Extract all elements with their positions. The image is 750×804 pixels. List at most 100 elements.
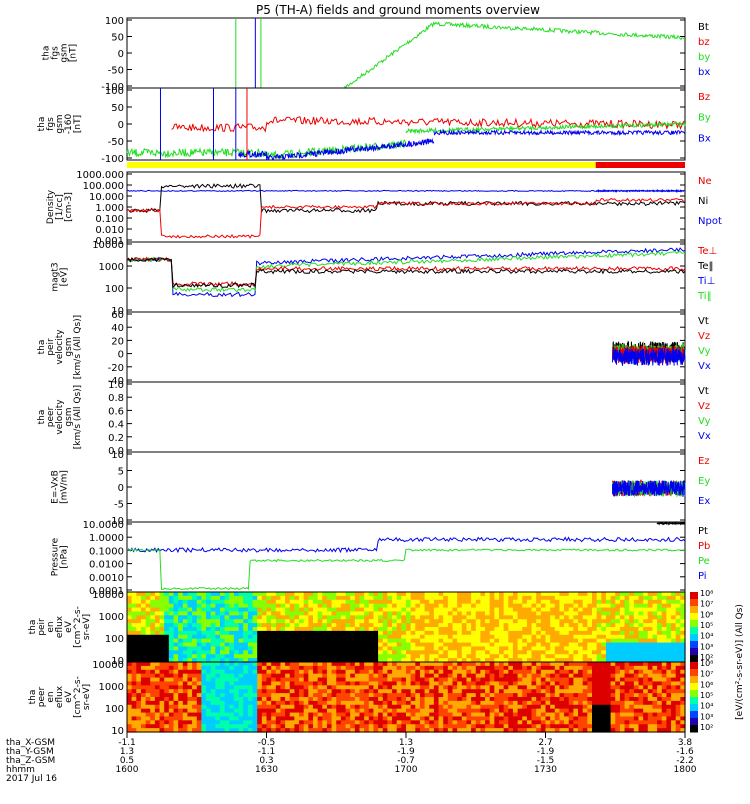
spectrogram-cell bbox=[308, 599, 314, 605]
spectrogram-cell bbox=[336, 638, 342, 644]
spectrogram-cell bbox=[517, 673, 523, 679]
spectrogram-cell bbox=[587, 611, 593, 616]
spectrogram-cell bbox=[680, 669, 686, 675]
spectrogram-cell bbox=[252, 673, 258, 679]
spectrogram-cell bbox=[252, 619, 258, 624]
spectrogram-cell bbox=[438, 634, 444, 640]
footer-value: 0.5 bbox=[120, 756, 134, 766]
spectrogram-cell bbox=[540, 599, 547, 605]
spectrogram-cell bbox=[229, 724, 235, 729]
spectrogram-cell bbox=[373, 592, 379, 597]
spectrogram-cell bbox=[540, 646, 547, 651]
colorbar-tick-label: 10² bbox=[700, 653, 713, 662]
spectrogram-cell bbox=[592, 646, 598, 651]
spectrogram-cell bbox=[540, 662, 547, 667]
spectrogram-cell bbox=[485, 611, 491, 616]
spectrogram-cell bbox=[215, 658, 221, 663]
spectrogram-cell bbox=[210, 724, 216, 729]
spectrogram-cell bbox=[610, 592, 616, 597]
spectrogram-cell bbox=[675, 697, 681, 702]
spectrogram-cell bbox=[605, 634, 612, 640]
spectrogram-cell bbox=[550, 685, 556, 690]
y-tick-label: 50 bbox=[111, 103, 124, 114]
spectrogram-cell bbox=[406, 689, 412, 694]
spectrogram-cell bbox=[206, 681, 212, 686]
spectrogram-cell bbox=[238, 716, 244, 721]
spectrogram-cell bbox=[173, 712, 179, 718]
spectrogram-cell bbox=[224, 658, 230, 663]
spectrogram-cell bbox=[601, 724, 607, 729]
spectrogram-cell bbox=[545, 607, 551, 613]
spectrogram-cell bbox=[299, 619, 305, 624]
spectrogram-cell bbox=[410, 712, 416, 718]
spectrogram-cell bbox=[485, 646, 491, 651]
spectrogram-cell bbox=[675, 615, 681, 620]
spectrogram-cell bbox=[271, 658, 277, 663]
spectrogram-cell bbox=[568, 599, 574, 605]
spectrogram-cell bbox=[359, 689, 365, 694]
spectrogram-cell bbox=[220, 700, 226, 706]
spectrogram-cell bbox=[592, 673, 598, 679]
spectrogram-cell bbox=[461, 607, 468, 613]
spectrogram-cell bbox=[424, 662, 430, 667]
spectrogram-cell bbox=[229, 708, 235, 714]
spectrogram-cell bbox=[592, 724, 598, 729]
spectrogram-cell bbox=[340, 685, 347, 690]
spectrogram-cell bbox=[499, 615, 505, 620]
spectrogram-cell bbox=[340, 654, 347, 659]
spectrogram-cell bbox=[387, 728, 393, 733]
spectrogram-cell bbox=[457, 697, 463, 702]
spectrogram-cell bbox=[164, 724, 170, 729]
spectrogram-cell bbox=[196, 634, 202, 640]
spectrogram-cell bbox=[210, 654, 216, 659]
spectrogram-cell bbox=[410, 623, 416, 628]
spectrogram-cell bbox=[629, 689, 635, 694]
spectrogram-cell bbox=[447, 603, 454, 609]
spectrogram-cell bbox=[475, 607, 481, 613]
spectrogram-cell bbox=[345, 700, 351, 706]
spectrogram-cell bbox=[680, 646, 686, 651]
spectrogram-cell bbox=[331, 595, 337, 601]
spectrogram-cell bbox=[429, 681, 435, 686]
spectrogram-cell bbox=[489, 599, 495, 605]
spectrogram-cell bbox=[466, 642, 472, 648]
spectrogram-cell bbox=[629, 708, 635, 714]
spectrogram-cell bbox=[657, 658, 663, 663]
spectrogram-cell bbox=[429, 592, 435, 597]
spectrogram-cell bbox=[252, 654, 258, 659]
spectrogram-cell bbox=[545, 685, 551, 690]
spectrogram-cell bbox=[480, 654, 486, 659]
spectrogram-cell bbox=[461, 638, 468, 644]
spectrogram-cell bbox=[145, 658, 151, 663]
colorbar-tick-label: 10⁸ bbox=[700, 659, 713, 668]
spectrogram-cell bbox=[136, 607, 142, 613]
spectrogram-cell bbox=[401, 677, 407, 683]
spectrogram-cell bbox=[447, 630, 454, 636]
spectrogram-cell bbox=[336, 627, 342, 632]
spectrogram-cell bbox=[638, 693, 644, 698]
spectrogram-cell bbox=[457, 634, 463, 640]
spectrogram-cell bbox=[633, 693, 640, 698]
bz-trace bbox=[171, 116, 686, 133]
spectrogram-cell bbox=[675, 728, 681, 733]
spectrogram-cell bbox=[368, 712, 375, 718]
spectrogram-cell bbox=[438, 728, 444, 733]
spectrogram-cell bbox=[666, 704, 672, 710]
spectrogram-cell bbox=[150, 677, 156, 683]
spectrogram-cell bbox=[494, 685, 500, 690]
spectrogram-cell bbox=[299, 603, 305, 609]
spectrogram-cell bbox=[275, 638, 282, 644]
spectrogram-cell bbox=[485, 595, 491, 601]
spectrogram-cell bbox=[192, 603, 198, 609]
spectrogram-cell bbox=[615, 638, 621, 644]
spectrogram-cell bbox=[582, 638, 588, 644]
spectrogram-cell bbox=[461, 712, 468, 718]
spectrogram-cell bbox=[587, 704, 593, 710]
spectrogram-cell bbox=[526, 720, 533, 725]
spectrogram-cell bbox=[629, 697, 635, 702]
spectrogram-cell bbox=[331, 623, 337, 628]
spectrogram-cell bbox=[392, 642, 398, 648]
spectrogram-cell bbox=[573, 677, 579, 683]
spectrogram-cell bbox=[508, 627, 514, 632]
spectrogram-cell bbox=[438, 650, 444, 655]
